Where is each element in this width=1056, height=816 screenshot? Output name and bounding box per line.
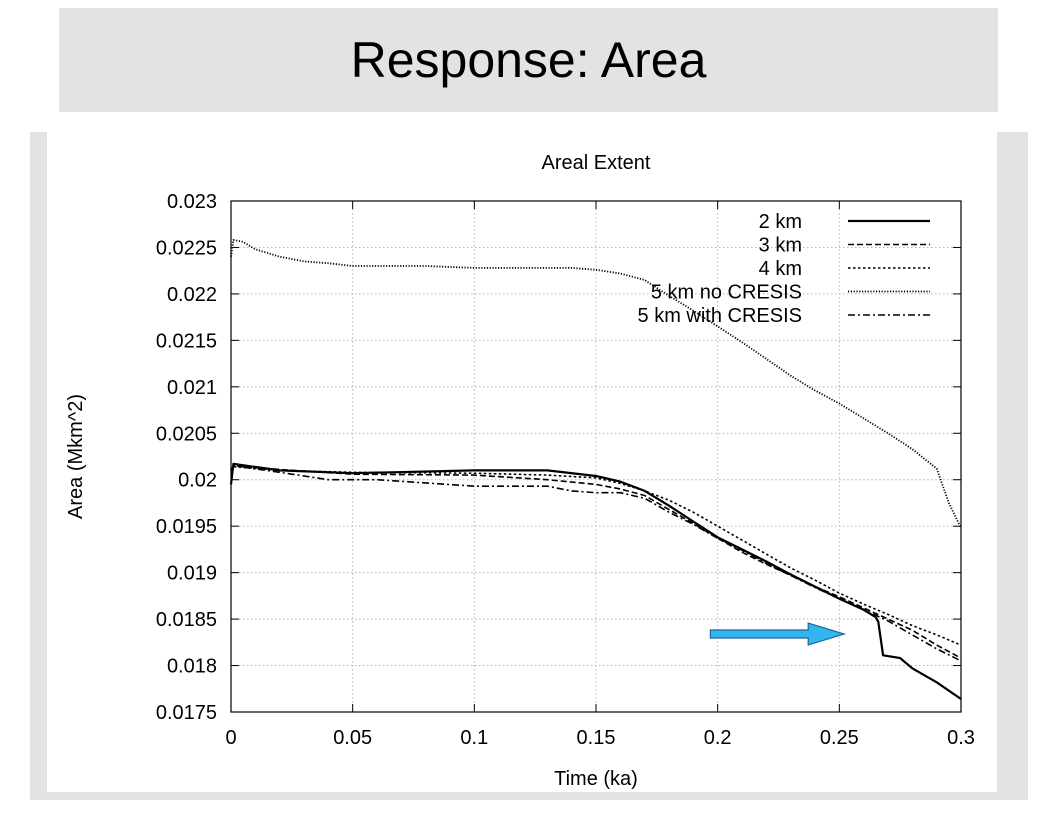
title-bar: Response: Area <box>59 8 998 112</box>
y-tick-label: 0.019 <box>167 563 217 585</box>
annotation-arrow <box>709 622 847 646</box>
area-chart: 0 0.05 0.1 0.15 0.2 0.25 0.3 0.0175 0.018 0.0185 0… <box>47 132 997 792</box>
y-tick-label: 0.0215 <box>156 330 217 352</box>
series-lines <box>229 239 962 700</box>
y-tick-label: 0.023 <box>167 191 217 213</box>
y-axis-label: Area (Mkm^2) <box>65 394 87 519</box>
series-line <box>229 462 962 700</box>
x-tick-label: 0 <box>225 727 236 749</box>
x-axis-label: Time (ka) <box>554 768 638 790</box>
annotation <box>709 622 847 646</box>
legend-label: 3 km <box>759 235 802 257</box>
page-title: Response: Area <box>350 32 707 88</box>
chart-background <box>47 132 997 792</box>
y-tick-label: 0.0175 <box>156 702 217 724</box>
x-tick-label: 0.1 <box>460 727 488 749</box>
legend-label: 2 km <box>759 211 802 233</box>
legend-label: 4 km <box>759 258 802 280</box>
x-tick-label: 0.2 <box>704 727 732 749</box>
x-tick-label: 0.05 <box>333 727 372 749</box>
series-line <box>230 465 962 659</box>
y-tick-label: 0.02 <box>178 470 217 492</box>
grid <box>231 201 961 712</box>
y-tick-label: 0.0185 <box>156 609 217 631</box>
y-tick-label: 0.018 <box>167 656 217 678</box>
legend-label: 5 km with CRESIS <box>638 305 802 327</box>
y-tick-label: 0.021 <box>167 377 217 399</box>
y-tick-label: 0.0195 <box>156 516 217 538</box>
x-tick-label: 0.25 <box>820 727 859 749</box>
y-tick-label: 0.022 <box>167 284 217 306</box>
y-tick-label: 0.0205 <box>156 423 217 445</box>
x-tick-label: 0.3 <box>947 727 975 749</box>
x-tick-label: 0.15 <box>577 727 616 749</box>
chart-title: Areal Extent <box>542 152 651 174</box>
series-line <box>230 465 962 662</box>
axis-ticks: 0 0.05 0.1 0.15 0.2 0.25 0.3 0.0175 0.018 0.0185 0… <box>156 191 975 749</box>
legend-label: 5 km no CRESIS <box>651 282 802 304</box>
plot-border <box>230 200 962 713</box>
y-tick-label: 0.0225 <box>156 237 217 259</box>
